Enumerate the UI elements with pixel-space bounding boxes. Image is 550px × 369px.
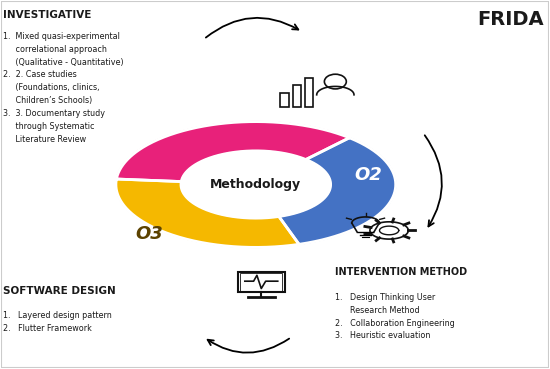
Text: 1.  Mixed quasi-experimental
     correlational approach
     (Qualitative - Qua: 1. Mixed quasi-experimental correlationa… <box>3 32 124 144</box>
Text: O2: O2 <box>354 166 382 184</box>
Text: SOFTWARE DESIGN: SOFTWARE DESIGN <box>3 286 116 296</box>
Polygon shape <box>279 138 395 244</box>
Text: 1.   Design Thinking User
      Research Method
2.   Collaboration Engineering
3: 1. Design Thinking User Research Method … <box>336 293 455 341</box>
Polygon shape <box>116 179 299 247</box>
Bar <box>280 93 289 107</box>
Bar <box>305 78 314 107</box>
Bar <box>238 272 284 292</box>
Polygon shape <box>181 151 331 218</box>
Polygon shape <box>117 122 349 182</box>
Text: FRIDA: FRIDA <box>477 10 544 29</box>
Text: O3: O3 <box>135 225 163 243</box>
Text: 1.   Layered design pattern
2.   Flutter Framework: 1. Layered design pattern 2. Flutter Fra… <box>3 311 112 333</box>
Bar <box>240 273 282 290</box>
Text: INVESTIGATIVE: INVESTIGATIVE <box>3 10 92 20</box>
Bar <box>293 85 301 107</box>
Text: Methodology: Methodology <box>210 178 301 191</box>
Text: INTERVENTION METHOD: INTERVENTION METHOD <box>336 267 468 277</box>
Text: O1: O1 <box>157 104 185 122</box>
